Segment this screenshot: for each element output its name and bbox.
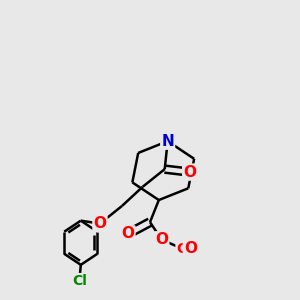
Text: O: O	[122, 226, 134, 242]
Text: Cl: Cl	[72, 274, 87, 288]
Text: N: N	[161, 134, 174, 149]
Text: O: O	[176, 242, 188, 256]
Text: O: O	[184, 241, 197, 256]
Text: O: O	[93, 216, 106, 231]
Text: O: O	[155, 232, 168, 247]
Text: O: O	[183, 165, 196, 180]
